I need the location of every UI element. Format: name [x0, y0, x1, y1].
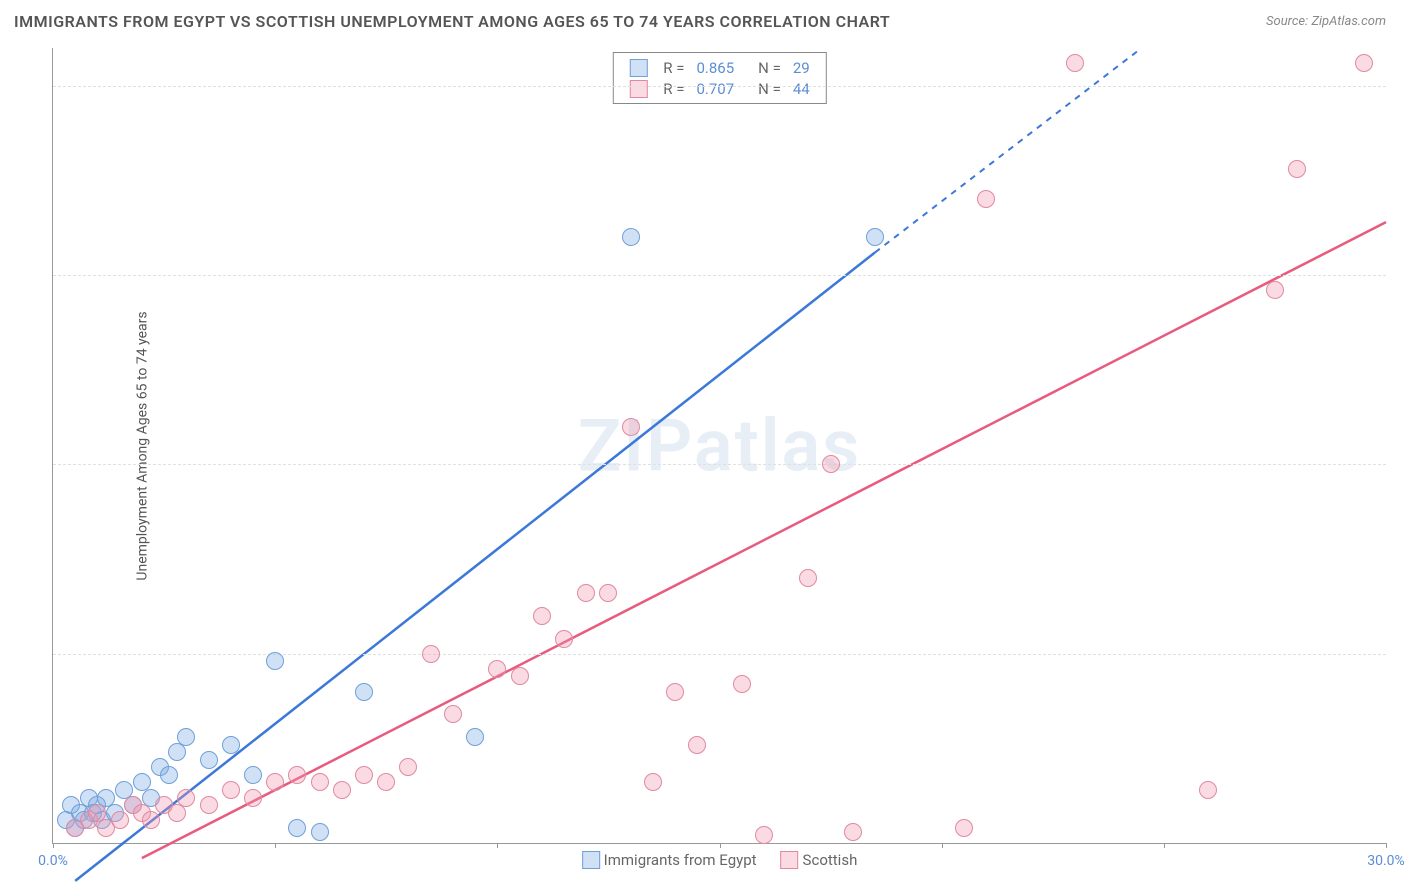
data-point: [399, 758, 417, 776]
gridline: [53, 86, 1386, 87]
legend-series-name: Scottish: [803, 851, 858, 869]
legend-n-label: N =: [752, 57, 787, 78]
data-point: [111, 811, 129, 829]
data-point: [266, 652, 284, 670]
x-tick: [53, 843, 54, 848]
data-point: [466, 728, 484, 746]
legend-n-value: 44: [787, 78, 816, 99]
data-point: [511, 667, 529, 685]
data-point: [244, 789, 262, 807]
data-point: [622, 418, 640, 436]
data-point: [622, 228, 640, 246]
data-point: [333, 781, 351, 799]
data-point: [666, 683, 684, 701]
stats-legend: R =0.865 N =29 R =0.707 N =44: [612, 52, 826, 104]
legend-r-value: 0.707: [690, 78, 740, 99]
data-point: [288, 766, 306, 784]
data-point: [177, 789, 195, 807]
data-point: [266, 773, 284, 791]
data-point: [577, 584, 595, 602]
data-point: [222, 736, 240, 754]
source-attribution: Source: ZipAtlas.com: [1266, 14, 1386, 29]
data-point: [200, 751, 218, 769]
legend-r-label: R =: [657, 57, 690, 78]
data-point: [160, 766, 178, 784]
legend-swatch: [629, 80, 647, 98]
data-point: [1199, 781, 1217, 799]
legend-row: R =0.707 N =44: [623, 78, 815, 99]
source-label: Source:: [1266, 14, 1308, 29]
legend-r-label: R =: [657, 78, 690, 99]
source-link[interactable]: ZipAtlas.com: [1311, 14, 1386, 29]
trend-line: [75, 252, 875, 880]
x-tick: [1386, 843, 1387, 848]
data-point: [599, 584, 617, 602]
y-tick-label: 100.0%: [1396, 78, 1406, 94]
data-point: [755, 826, 773, 844]
series-legend: Immigrants from Egypt Scottish: [570, 851, 870, 873]
y-tick-label: 50.0%: [1396, 456, 1406, 472]
data-point: [688, 736, 706, 754]
legend-swatch: [629, 59, 647, 77]
data-point: [533, 607, 551, 625]
data-point: [733, 675, 751, 693]
y-tick-label: 75.0%: [1396, 267, 1406, 283]
legend-swatch: [781, 851, 799, 869]
legend-row: R =0.865 N =29: [623, 57, 815, 78]
data-point: [955, 819, 973, 837]
data-point: [311, 773, 329, 791]
data-point: [142, 811, 160, 829]
legend-swatch: [582, 851, 600, 869]
data-point: [844, 823, 862, 841]
data-point: [200, 796, 218, 814]
data-point: [555, 630, 573, 648]
data-point: [977, 190, 995, 208]
legend-n-label: N =: [752, 78, 787, 99]
x-tick-label: 0.0%: [38, 853, 68, 869]
data-point: [422, 645, 440, 663]
gridline: [53, 464, 1386, 465]
data-point: [177, 728, 195, 746]
x-tick-label: 30.0%: [1367, 853, 1405, 869]
y-tick-label: 25.0%: [1396, 646, 1406, 662]
data-point: [222, 781, 240, 799]
legend-item: Scottish: [781, 851, 858, 869]
x-tick: [720, 843, 721, 848]
data-point: [244, 766, 262, 784]
data-point: [444, 705, 462, 723]
trend-line: [142, 222, 1386, 858]
data-point: [311, 823, 329, 841]
data-point: [1288, 160, 1306, 178]
data-point: [799, 569, 817, 587]
trend-line-extrapolated: [875, 48, 1142, 252]
data-point: [1266, 281, 1284, 299]
x-tick: [1164, 843, 1165, 848]
data-point: [377, 773, 395, 791]
data-point: [488, 660, 506, 678]
data-point: [1355, 54, 1373, 72]
data-point: [355, 683, 373, 701]
chart-title: IMMIGRANTS FROM EGYPT VS SCOTTISH UNEMPL…: [14, 12, 890, 31]
data-point: [1066, 54, 1084, 72]
data-point: [866, 228, 884, 246]
gridline: [53, 275, 1386, 276]
legend-item: Immigrants from Egypt: [582, 851, 757, 869]
x-tick: [275, 843, 276, 848]
legend-r-value: 0.865: [690, 57, 740, 78]
legend-series-name: Immigrants from Egypt: [604, 851, 757, 869]
trend-lines: [53, 48, 1386, 843]
x-tick: [497, 843, 498, 848]
legend-n-value: 29: [787, 57, 816, 78]
data-point: [355, 766, 373, 784]
gridline: [53, 654, 1386, 655]
data-point: [822, 455, 840, 473]
plot-area: ZIPatlas R =0.865N =29R =0.707N =44 Immi…: [52, 48, 1386, 844]
x-tick: [942, 843, 943, 848]
data-point: [288, 819, 306, 837]
data-point: [644, 773, 662, 791]
